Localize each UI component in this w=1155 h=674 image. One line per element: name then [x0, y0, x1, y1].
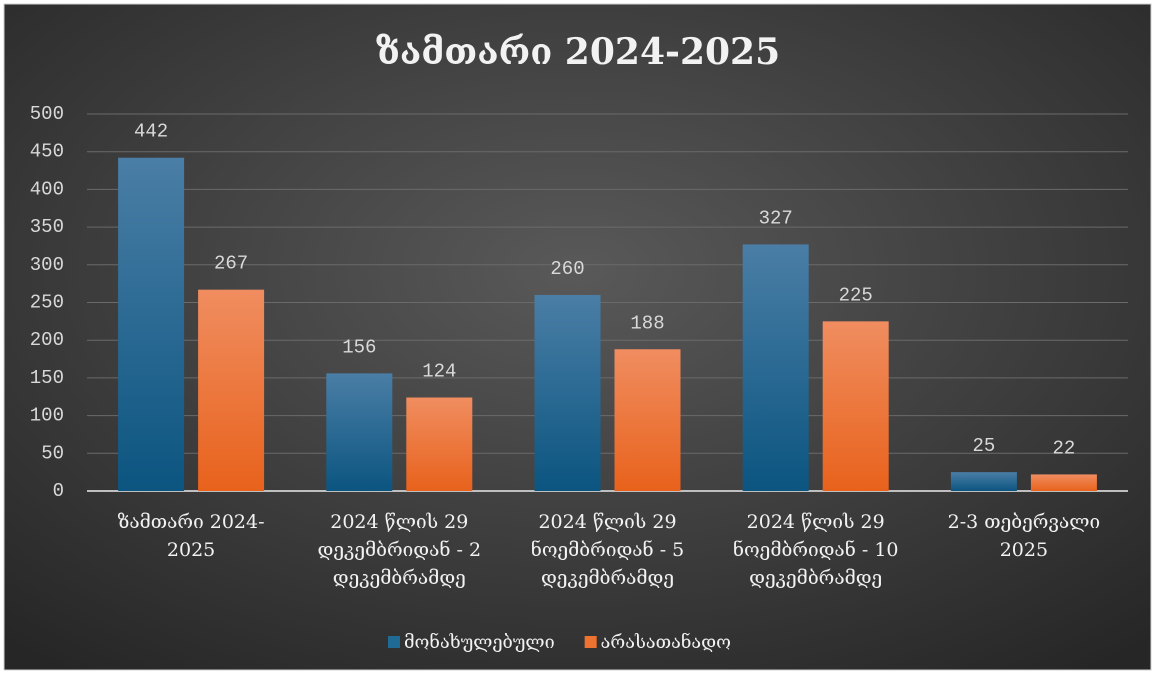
- bar: [534, 294, 601, 491]
- bar: [326, 373, 393, 491]
- data-label: 225: [839, 284, 873, 306]
- bar: [742, 244, 809, 491]
- bar: [950, 472, 1017, 491]
- data-label: 156: [342, 336, 376, 358]
- y-tick-label: 0: [53, 480, 64, 502]
- y-tick-label: 500: [30, 103, 64, 125]
- bar: [822, 321, 889, 491]
- data-label: 124: [422, 361, 456, 383]
- bar: [614, 349, 681, 491]
- legend-label: მონახულებული: [404, 631, 555, 653]
- bar: [118, 157, 185, 491]
- legend-swatch: [388, 636, 400, 648]
- legend-label: არასათანადო: [601, 631, 731, 653]
- x-tick-label: ზამთარი 2024-2025: [118, 511, 265, 561]
- data-label: 260: [550, 258, 584, 280]
- x-tick-label: 2024 წლის 29 დეკემბრიდან - 2 დეკემბრამდე: [317, 511, 481, 589]
- chart-title: ზამთარი 2024-2025: [376, 31, 780, 73]
- x-tick-label: 2-3 თებერვალი 2025: [948, 511, 1101, 561]
- bar: [1030, 474, 1097, 491]
- legend-swatch: [584, 636, 597, 648]
- data-label: 188: [630, 312, 664, 334]
- y-tick-label: 350: [30, 216, 64, 238]
- y-tick-label: 150: [30, 367, 64, 389]
- y-tick-label: 100: [30, 405, 64, 427]
- y-tick-label: 400: [30, 178, 64, 200]
- bar: [198, 289, 265, 491]
- data-label: 22: [1052, 437, 1075, 459]
- bar: [406, 397, 473, 491]
- y-tick-label: 200: [30, 329, 64, 351]
- y-tick-label: 50: [41, 442, 64, 464]
- y-tick-label: 300: [30, 254, 64, 276]
- data-label: 327: [759, 207, 793, 229]
- x-tick-label: 2024 წლის 29 ნოემბრიდან - 5 დეკემბრამდე: [531, 511, 685, 589]
- data-label: 267: [214, 253, 248, 275]
- y-tick-label: 250: [30, 292, 64, 314]
- y-tick-label: 450: [30, 141, 64, 163]
- data-label: 442: [134, 121, 168, 143]
- data-label: 25: [972, 435, 995, 457]
- x-tick-label: 2024 წლის 29 ნოემბრიდან - 10 დეკემბრამდე: [733, 511, 899, 589]
